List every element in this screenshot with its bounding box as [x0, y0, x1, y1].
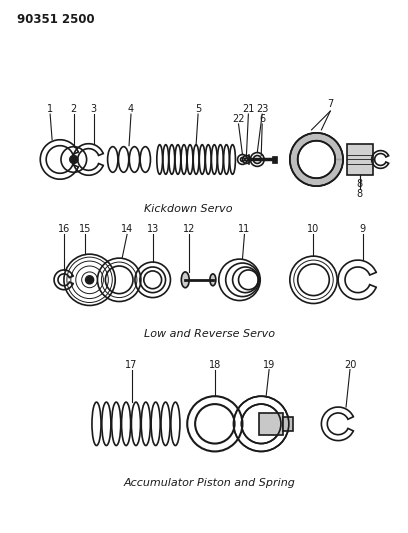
Text: 19: 19 — [263, 360, 275, 369]
Text: Accumulator Piston and Spring: Accumulator Piston and Spring — [124, 478, 296, 488]
Text: 18: 18 — [209, 360, 221, 369]
Text: 20: 20 — [344, 360, 356, 369]
Bar — [259, 413, 283, 435]
Text: 16: 16 — [58, 224, 70, 235]
Ellipse shape — [181, 272, 189, 288]
Text: 2: 2 — [71, 104, 77, 114]
Text: 6: 6 — [259, 114, 265, 124]
Text: 15: 15 — [78, 224, 91, 235]
Text: 21: 21 — [242, 104, 255, 114]
Text: 8: 8 — [357, 179, 363, 189]
Text: 9: 9 — [360, 224, 366, 235]
Text: 7: 7 — [327, 99, 333, 109]
Circle shape — [86, 277, 93, 283]
Text: 1: 1 — [47, 104, 53, 114]
Text: 8: 8 — [357, 189, 363, 199]
Text: 5: 5 — [195, 104, 201, 114]
Text: 17: 17 — [125, 360, 137, 369]
Bar — [272, 156, 277, 164]
Text: 10: 10 — [307, 224, 319, 235]
Text: 14: 14 — [121, 224, 133, 235]
Text: 12: 12 — [183, 224, 195, 235]
Text: 23: 23 — [256, 104, 268, 114]
Text: 3: 3 — [91, 104, 97, 114]
Text: Low and Reverse Servo: Low and Reverse Servo — [144, 329, 275, 339]
Polygon shape — [290, 133, 343, 186]
Text: 4: 4 — [128, 104, 134, 114]
Text: 11: 11 — [238, 224, 251, 235]
Text: 13: 13 — [146, 224, 159, 235]
Circle shape — [71, 157, 77, 163]
Text: Kickdown Servo: Kickdown Servo — [144, 204, 233, 214]
Text: 90351 2500: 90351 2500 — [17, 12, 94, 26]
Ellipse shape — [210, 274, 216, 286]
Text: 22: 22 — [232, 114, 245, 124]
Bar — [283, 417, 293, 431]
Bar — [347, 144, 373, 175]
